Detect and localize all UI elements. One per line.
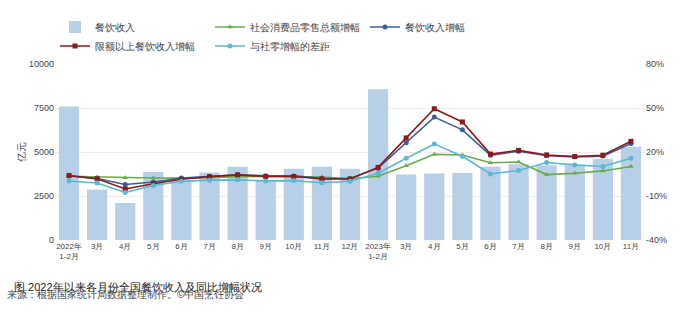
svg-text:11月: 11月	[623, 242, 639, 251]
svg-text:图 2022年以来各月份全国餐饮收入及同比增幅状况: 图 2022年以来各月份全国餐饮收入及同比增幅状况	[14, 281, 262, 293]
svg-text:5月: 5月	[456, 242, 468, 251]
svg-text:9月: 9月	[259, 242, 271, 251]
svg-text:80%: 80%	[646, 59, 664, 69]
svg-text:-10%: -10%	[646, 191, 667, 201]
svg-text:7500: 7500	[34, 103, 54, 113]
svg-text:11月: 11月	[314, 242, 330, 251]
svg-text:2023年1-2月: 2023年1-2月	[365, 242, 391, 261]
svg-text:7月: 7月	[512, 242, 524, 251]
svg-text:12月: 12月	[342, 242, 359, 251]
svg-text:3月: 3月	[91, 242, 103, 251]
svg-text:50%: 50%	[646, 103, 664, 113]
svg-text:-40%: -40%	[646, 235, 667, 245]
svg-text:10月: 10月	[285, 242, 302, 251]
svg-text:8月: 8月	[231, 242, 243, 251]
svg-text:10月: 10月	[594, 242, 611, 251]
svg-text:2500: 2500	[34, 191, 54, 201]
svg-text:3月: 3月	[400, 242, 412, 251]
svg-text:限额以上餐饮收入增幅: 限额以上餐饮收入增幅	[95, 41, 195, 52]
svg-text:亿元: 亿元	[16, 142, 27, 163]
svg-text:4月: 4月	[428, 242, 440, 251]
svg-text:餐饮收入: 餐饮收入	[95, 22, 135, 33]
svg-text:与社零增幅的差距: 与社零增幅的差距	[250, 41, 330, 52]
svg-text:10000: 10000	[29, 59, 54, 69]
svg-text:6月: 6月	[175, 242, 187, 251]
svg-text:来源：根据国家统计局数据整理制作。©中国烹饪协会: 来源：根据国家统计局数据整理制作。©中国烹饪协会	[7, 289, 244, 300]
svg-text:6月: 6月	[484, 242, 496, 251]
svg-text:0: 0	[49, 235, 54, 245]
svg-text:5000: 5000	[34, 147, 54, 157]
svg-text:9月: 9月	[569, 242, 581, 251]
svg-text:20%: 20%	[646, 147, 664, 157]
svg-text:7月: 7月	[203, 242, 215, 251]
svg-text:餐饮收入增幅: 餐饮收入增幅	[405, 22, 465, 33]
svg-text:社会消费品零售总额增幅: 社会消费品零售总额增幅	[250, 22, 360, 33]
svg-text:4月: 4月	[119, 242, 131, 251]
svg-text:5月: 5月	[147, 242, 159, 251]
svg-text:8月: 8月	[540, 242, 552, 251]
svg-text:2022年1-2月: 2022年1-2月	[56, 242, 82, 261]
